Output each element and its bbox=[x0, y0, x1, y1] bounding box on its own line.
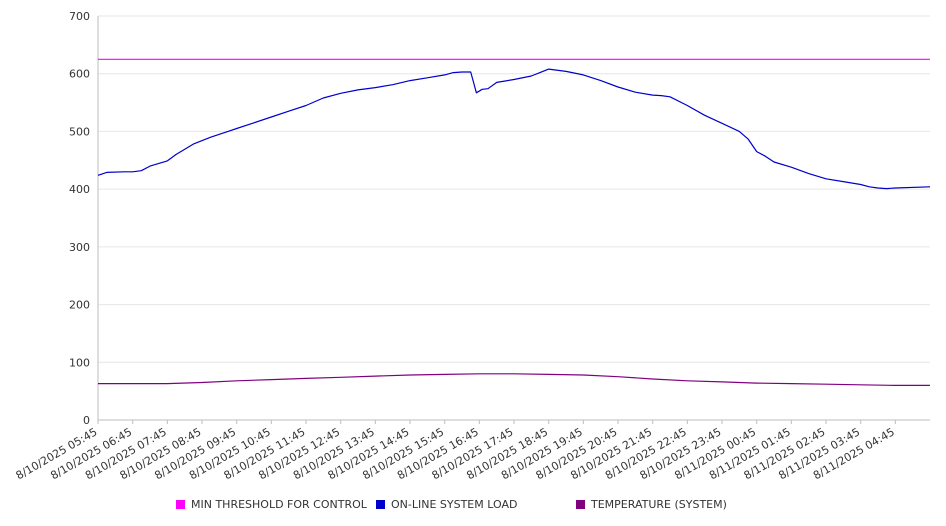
legend-label: ON-LINE SYSTEM LOAD bbox=[391, 498, 518, 511]
legend-item: MIN THRESHOLD FOR CONTROL bbox=[176, 498, 367, 511]
x-tick-labels: 8/10/2025 05:458/10/2025 06:458/10/2025 … bbox=[14, 425, 897, 482]
legend-item: TEMPERATURE (SYSTEM) bbox=[576, 498, 727, 511]
legend-item: ON-LINE SYSTEM LOAD bbox=[376, 498, 517, 511]
series-line-temperature-system bbox=[98, 373, 930, 386]
legend-swatch bbox=[376, 500, 385, 509]
y-tick-label: 100 bbox=[69, 356, 90, 369]
legend-label: TEMPERATURE (SYSTEM) bbox=[591, 498, 727, 511]
axes bbox=[97, 16, 930, 424]
legend-label: MIN THRESHOLD FOR CONTROL bbox=[191, 498, 367, 511]
y-tick-label: 200 bbox=[69, 299, 90, 312]
y-tick-label: 500 bbox=[69, 125, 90, 138]
legend-swatch bbox=[576, 500, 585, 509]
legend-swatch bbox=[176, 500, 185, 509]
y-tick-labels: 0 100 200 300 400 500 600 700 bbox=[69, 10, 90, 427]
y-tick-label: 400 bbox=[69, 183, 90, 196]
y-tick-label: 600 bbox=[69, 68, 90, 81]
y-tick-label: 300 bbox=[69, 241, 90, 254]
y-tick-label: 700 bbox=[69, 10, 90, 23]
grid-lines bbox=[98, 15, 930, 363]
series-layer bbox=[97, 58, 931, 386]
series-line-on-line-system-load bbox=[97, 68, 931, 190]
y-tick-label: 0 bbox=[83, 414, 90, 427]
